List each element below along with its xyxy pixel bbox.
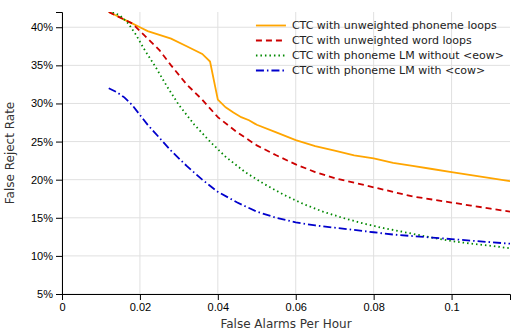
tick-label: 0.04 <box>208 301 229 313</box>
tick-mark <box>56 256 62 257</box>
legend-swatch <box>256 25 286 27</box>
axis-line <box>63 295 511 301</box>
tick: 10% <box>31 250 62 262</box>
tick-label: 0.06 <box>286 301 307 313</box>
tick: 0.02 <box>130 294 151 313</box>
tick-mark <box>452 294 453 300</box>
tick: 35% <box>31 59 62 71</box>
tick: 0.06 <box>286 294 307 313</box>
tick: 0.08 <box>363 294 384 313</box>
tick: 20% <box>31 174 62 186</box>
legend-item: CTC with phoneme LM with <cow> <box>256 64 485 77</box>
tick: 0 <box>59 294 65 313</box>
x-axis-title: False Alarms Per Hour <box>220 317 351 331</box>
legend-label: CTC with phoneme LM with <cow> <box>292 64 485 77</box>
tick-label: 20% <box>31 174 53 186</box>
tick-label: 0 <box>59 301 65 313</box>
tick-label: 40% <box>31 21 53 33</box>
grid-line-y <box>62 217 510 218</box>
legend-swatch <box>256 40 286 42</box>
x-axis: 0 0.02 0.04 0.06 0.08 0.1 <box>59 294 510 313</box>
tick-mark <box>374 294 375 300</box>
tick-label: 25% <box>31 136 53 148</box>
series-line <box>109 12 510 181</box>
tick: 40% <box>31 21 62 33</box>
grid-line-y <box>62 103 510 104</box>
y-axis-title: False Reject Rate <box>3 102 17 204</box>
tick-label: 0.1 <box>444 301 459 313</box>
series-line <box>113 12 510 248</box>
legend: CTC with unweighted phoneme loops CTC wit… <box>256 19 504 77</box>
legend-item: CTC with phoneme LM without <eow> <box>256 49 504 62</box>
grid-line-y <box>62 255 510 256</box>
grid <box>62 12 510 294</box>
grid-line-y <box>62 141 510 142</box>
series-line <box>109 12 510 212</box>
tick: 30% <box>31 97 62 109</box>
series-line <box>109 88 510 243</box>
tick-label: 5% <box>37 288 53 300</box>
legend-label: CTC with unweighted phoneme loops <box>292 19 497 32</box>
tick-label: 0.02 <box>130 301 151 313</box>
grid-line-x <box>139 12 140 294</box>
tick: 5% <box>37 288 62 300</box>
tick-label: 0.08 <box>363 301 384 313</box>
tick-label: 10% <box>31 250 53 262</box>
axis-line <box>56 13 63 295</box>
tick: 0.04 <box>208 294 229 313</box>
tick-mark <box>56 103 62 104</box>
tick: 0.1 <box>444 294 459 313</box>
grid-line-x <box>217 12 218 294</box>
tick-mark <box>56 65 62 66</box>
tick-mark <box>56 294 62 295</box>
grid-line-y <box>62 179 510 180</box>
tick: 15% <box>31 212 62 224</box>
legend-item: CTC with unweighted word loops <box>256 34 472 47</box>
legend-swatch <box>256 55 286 57</box>
tick-mark <box>56 180 62 181</box>
legend-label: CTC with phoneme LM without <eow> <box>292 49 504 62</box>
tick-mark <box>56 27 62 28</box>
legend-item: CTC with unweighted phoneme loops <box>256 19 497 32</box>
chart: 0 0.02 0.04 0.06 0.08 0.1 5% 10% 15% 20% 25% 30% 35%… <box>0 0 526 336</box>
plot-area: 0 0.02 0.04 0.06 0.08 0.1 5% 10% 15% 20% 25% 30% 35%… <box>31 12 511 313</box>
tick-mark <box>218 294 219 300</box>
tick: 25% <box>31 136 62 148</box>
tick-label: 15% <box>31 212 53 224</box>
tick-label: 30% <box>31 97 53 109</box>
lines <box>109 12 510 248</box>
tick-mark <box>56 218 62 219</box>
tick-mark <box>56 142 62 143</box>
legend-swatch <box>256 70 286 72</box>
tick-label: 35% <box>31 59 53 71</box>
tick-mark <box>140 294 141 300</box>
y-axis: 5% 10% 15% 20% 25% 30% 35% 40% <box>31 13 63 301</box>
tick-mark <box>296 294 297 300</box>
legend-label: CTC with unweighted word loops <box>292 34 472 47</box>
